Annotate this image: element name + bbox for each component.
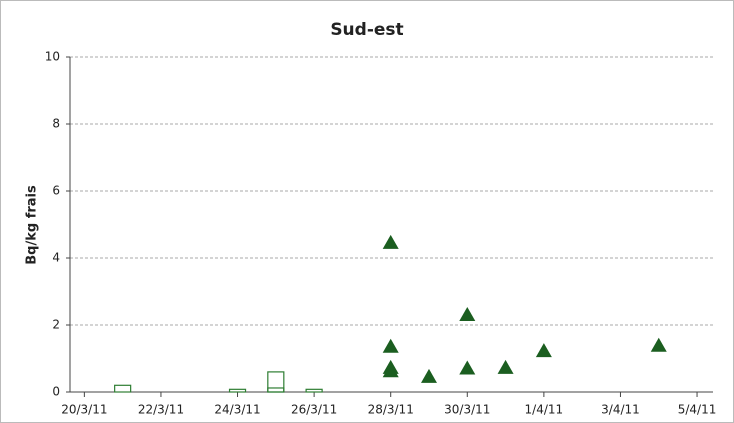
x-tick-label: 1/4/11 bbox=[525, 403, 564, 417]
triangle-marker bbox=[459, 360, 476, 375]
y-tick-label: 0 bbox=[52, 385, 60, 399]
y-tick-label: 8 bbox=[52, 117, 60, 131]
triangle-marker bbox=[650, 337, 667, 352]
triangle-marker bbox=[382, 363, 399, 378]
triangle-marker bbox=[535, 343, 552, 358]
box-bar bbox=[114, 384, 132, 393]
triangle-marker bbox=[459, 306, 476, 321]
chart-title: Sud-est bbox=[330, 20, 403, 40]
triangle-marker bbox=[497, 359, 514, 374]
y-tick-label: 6 bbox=[52, 184, 60, 198]
x-tick-label: 5/4/11 bbox=[678, 403, 717, 417]
x-tick-label: 26/3/11 bbox=[291, 403, 337, 417]
y-tick-label: 4 bbox=[52, 251, 60, 265]
triangle-marker bbox=[420, 368, 437, 383]
x-tick-label: 28/3/11 bbox=[368, 403, 414, 417]
x-tick-label: 24/3/11 bbox=[214, 403, 260, 417]
y-tick-label: 2 bbox=[52, 318, 60, 332]
x-tick-label: 3/4/11 bbox=[601, 403, 640, 417]
box-bar bbox=[228, 388, 247, 393]
x-tick-label: 20/3/11 bbox=[61, 403, 107, 417]
x-tick-label: 30/3/11 bbox=[444, 403, 490, 417]
y-axis-label: Bq/kg frais bbox=[25, 185, 40, 265]
x-tick-label: 22/3/11 bbox=[138, 403, 184, 417]
triangle-marker bbox=[382, 338, 399, 353]
box-bar bbox=[267, 387, 285, 393]
y-tick-label: 10 bbox=[45, 50, 60, 64]
triangle-marker bbox=[382, 234, 399, 249]
box-bar bbox=[305, 388, 323, 393]
